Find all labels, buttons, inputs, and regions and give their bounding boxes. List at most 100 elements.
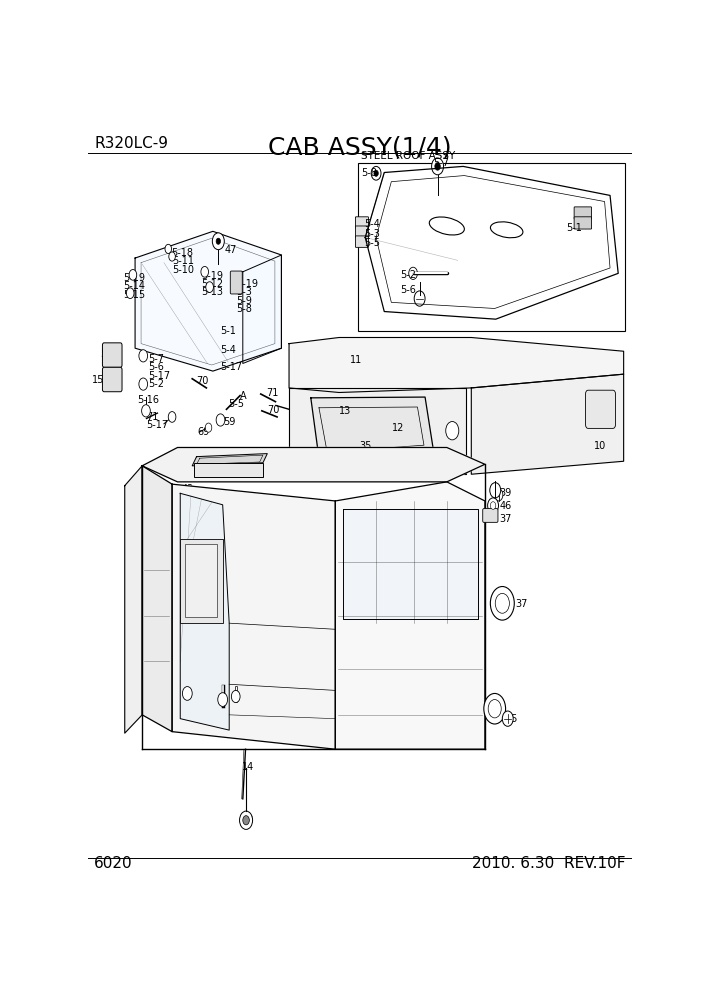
Circle shape <box>446 422 459 439</box>
FancyBboxPatch shape <box>483 509 498 523</box>
Text: 59: 59 <box>223 417 236 427</box>
Text: 5-1: 5-1 <box>567 222 583 232</box>
Circle shape <box>503 711 513 726</box>
Text: 5-19: 5-19 <box>236 279 258 289</box>
Ellipse shape <box>491 222 523 238</box>
Circle shape <box>490 586 515 620</box>
Text: 5-3: 5-3 <box>236 288 251 298</box>
Polygon shape <box>192 453 267 466</box>
Text: 70: 70 <box>197 376 209 386</box>
Polygon shape <box>336 482 485 749</box>
FancyBboxPatch shape <box>585 390 616 429</box>
Text: 37: 37 <box>500 514 512 524</box>
Text: 35: 35 <box>360 441 372 451</box>
FancyBboxPatch shape <box>355 217 369 228</box>
Circle shape <box>129 270 137 280</box>
FancyBboxPatch shape <box>574 217 592 229</box>
Text: 5-19: 5-19 <box>124 273 145 283</box>
Circle shape <box>374 171 378 177</box>
Text: 6020: 6020 <box>94 856 133 871</box>
Circle shape <box>432 158 444 175</box>
Text: 11: 11 <box>350 355 362 365</box>
Ellipse shape <box>430 217 464 235</box>
Text: 5-4: 5-4 <box>364 219 380 229</box>
Text: 5-17: 5-17 <box>147 421 168 431</box>
Text: 5-18: 5-18 <box>171 248 193 258</box>
Circle shape <box>490 502 496 509</box>
Circle shape <box>165 244 171 254</box>
Circle shape <box>142 405 150 417</box>
Polygon shape <box>471 374 623 474</box>
Text: 5-16: 5-16 <box>137 395 159 405</box>
Polygon shape <box>142 447 485 482</box>
FancyBboxPatch shape <box>574 207 592 219</box>
Circle shape <box>494 489 503 501</box>
Circle shape <box>371 167 381 181</box>
Polygon shape <box>289 388 466 474</box>
Text: 5-5: 5-5 <box>364 238 380 248</box>
Circle shape <box>216 238 220 244</box>
Circle shape <box>139 350 147 362</box>
Polygon shape <box>172 484 336 749</box>
Circle shape <box>243 815 249 824</box>
Text: 5-17: 5-17 <box>220 361 243 372</box>
Text: 47: 47 <box>225 245 237 255</box>
Polygon shape <box>343 509 478 619</box>
Text: 14: 14 <box>241 762 254 772</box>
Text: A: A <box>240 391 246 401</box>
Text: 5-7: 5-7 <box>149 354 165 364</box>
FancyBboxPatch shape <box>102 343 122 367</box>
Polygon shape <box>243 255 282 363</box>
Text: 48: 48 <box>241 815 254 825</box>
Text: 5-2: 5-2 <box>149 379 165 389</box>
Circle shape <box>435 163 440 171</box>
Text: 5-7: 5-7 <box>433 159 449 169</box>
Text: 15: 15 <box>92 375 105 385</box>
Text: 5-1: 5-1 <box>220 325 237 335</box>
Text: 10: 10 <box>594 441 606 451</box>
Bar <box>358 164 625 331</box>
Text: R320LC-9: R320LC-9 <box>94 136 168 151</box>
Circle shape <box>201 267 208 277</box>
Circle shape <box>168 252 176 261</box>
Text: 37: 37 <box>515 599 528 609</box>
Text: 2010. 6.30  REV.10F: 2010. 6.30 REV.10F <box>472 856 625 871</box>
Text: 22: 22 <box>222 690 234 700</box>
Polygon shape <box>135 231 282 371</box>
Text: 12: 12 <box>392 423 405 433</box>
Circle shape <box>212 233 225 250</box>
Text: 5-15: 5-15 <box>124 290 146 300</box>
Text: 1: 1 <box>474 560 480 570</box>
Text: 50: 50 <box>100 349 112 359</box>
Text: A: A <box>270 516 277 526</box>
FancyBboxPatch shape <box>355 236 369 247</box>
Text: 71: 71 <box>266 388 279 398</box>
Circle shape <box>216 414 225 427</box>
Circle shape <box>218 692 227 706</box>
Circle shape <box>205 423 212 433</box>
Text: 5-12: 5-12 <box>201 279 223 289</box>
Circle shape <box>139 378 147 390</box>
Text: 5-6: 5-6 <box>149 362 164 372</box>
Text: 70: 70 <box>267 405 279 415</box>
Circle shape <box>126 288 134 299</box>
Text: 5-8: 5-8 <box>361 168 377 178</box>
FancyBboxPatch shape <box>355 226 369 237</box>
Circle shape <box>168 412 176 423</box>
FancyBboxPatch shape <box>194 462 263 476</box>
Text: 18: 18 <box>176 693 189 703</box>
Circle shape <box>490 483 501 498</box>
Polygon shape <box>125 466 142 733</box>
Text: 5-9: 5-9 <box>236 296 251 306</box>
Text: 5-4: 5-4 <box>220 344 237 355</box>
Circle shape <box>484 693 505 724</box>
Polygon shape <box>142 466 172 732</box>
Text: 46: 46 <box>500 501 512 511</box>
Text: 5-13: 5-13 <box>201 288 223 298</box>
Circle shape <box>495 593 510 613</box>
Text: 5-3: 5-3 <box>364 228 380 239</box>
Text: 5-14: 5-14 <box>124 282 145 292</box>
Text: 69: 69 <box>198 428 210 437</box>
Text: 39: 39 <box>500 488 512 498</box>
Text: 5-8: 5-8 <box>236 305 251 314</box>
